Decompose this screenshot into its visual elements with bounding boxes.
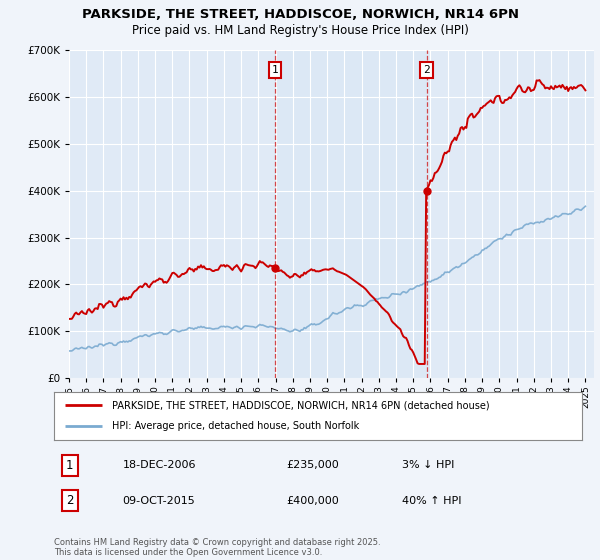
- Text: Contains HM Land Registry data © Crown copyright and database right 2025.
This d: Contains HM Land Registry data © Crown c…: [54, 538, 380, 557]
- Text: 3% ↓ HPI: 3% ↓ HPI: [403, 460, 455, 470]
- Text: HPI: Average price, detached house, South Norfolk: HPI: Average price, detached house, Sout…: [112, 421, 359, 431]
- Text: 1: 1: [271, 65, 278, 75]
- Text: 2: 2: [66, 494, 74, 507]
- Text: £400,000: £400,000: [286, 496, 339, 506]
- Text: Price paid vs. HM Land Registry's House Price Index (HPI): Price paid vs. HM Land Registry's House …: [131, 24, 469, 37]
- Text: 18-DEC-2006: 18-DEC-2006: [122, 460, 196, 470]
- Text: 40% ↑ HPI: 40% ↑ HPI: [403, 496, 462, 506]
- Text: 2: 2: [423, 65, 430, 75]
- Text: 09-OCT-2015: 09-OCT-2015: [122, 496, 196, 506]
- Text: £235,000: £235,000: [286, 460, 339, 470]
- Text: PARKSIDE, THE STREET, HADDISCOE, NORWICH, NR14 6PN (detached house): PARKSIDE, THE STREET, HADDISCOE, NORWICH…: [112, 400, 490, 410]
- Bar: [275, 50, 427, 378]
- Text: PARKSIDE, THE STREET, HADDISCOE, NORWICH, NR14 6PN: PARKSIDE, THE STREET, HADDISCOE, NORWICH…: [82, 8, 518, 21]
- Text: 1: 1: [66, 459, 74, 472]
